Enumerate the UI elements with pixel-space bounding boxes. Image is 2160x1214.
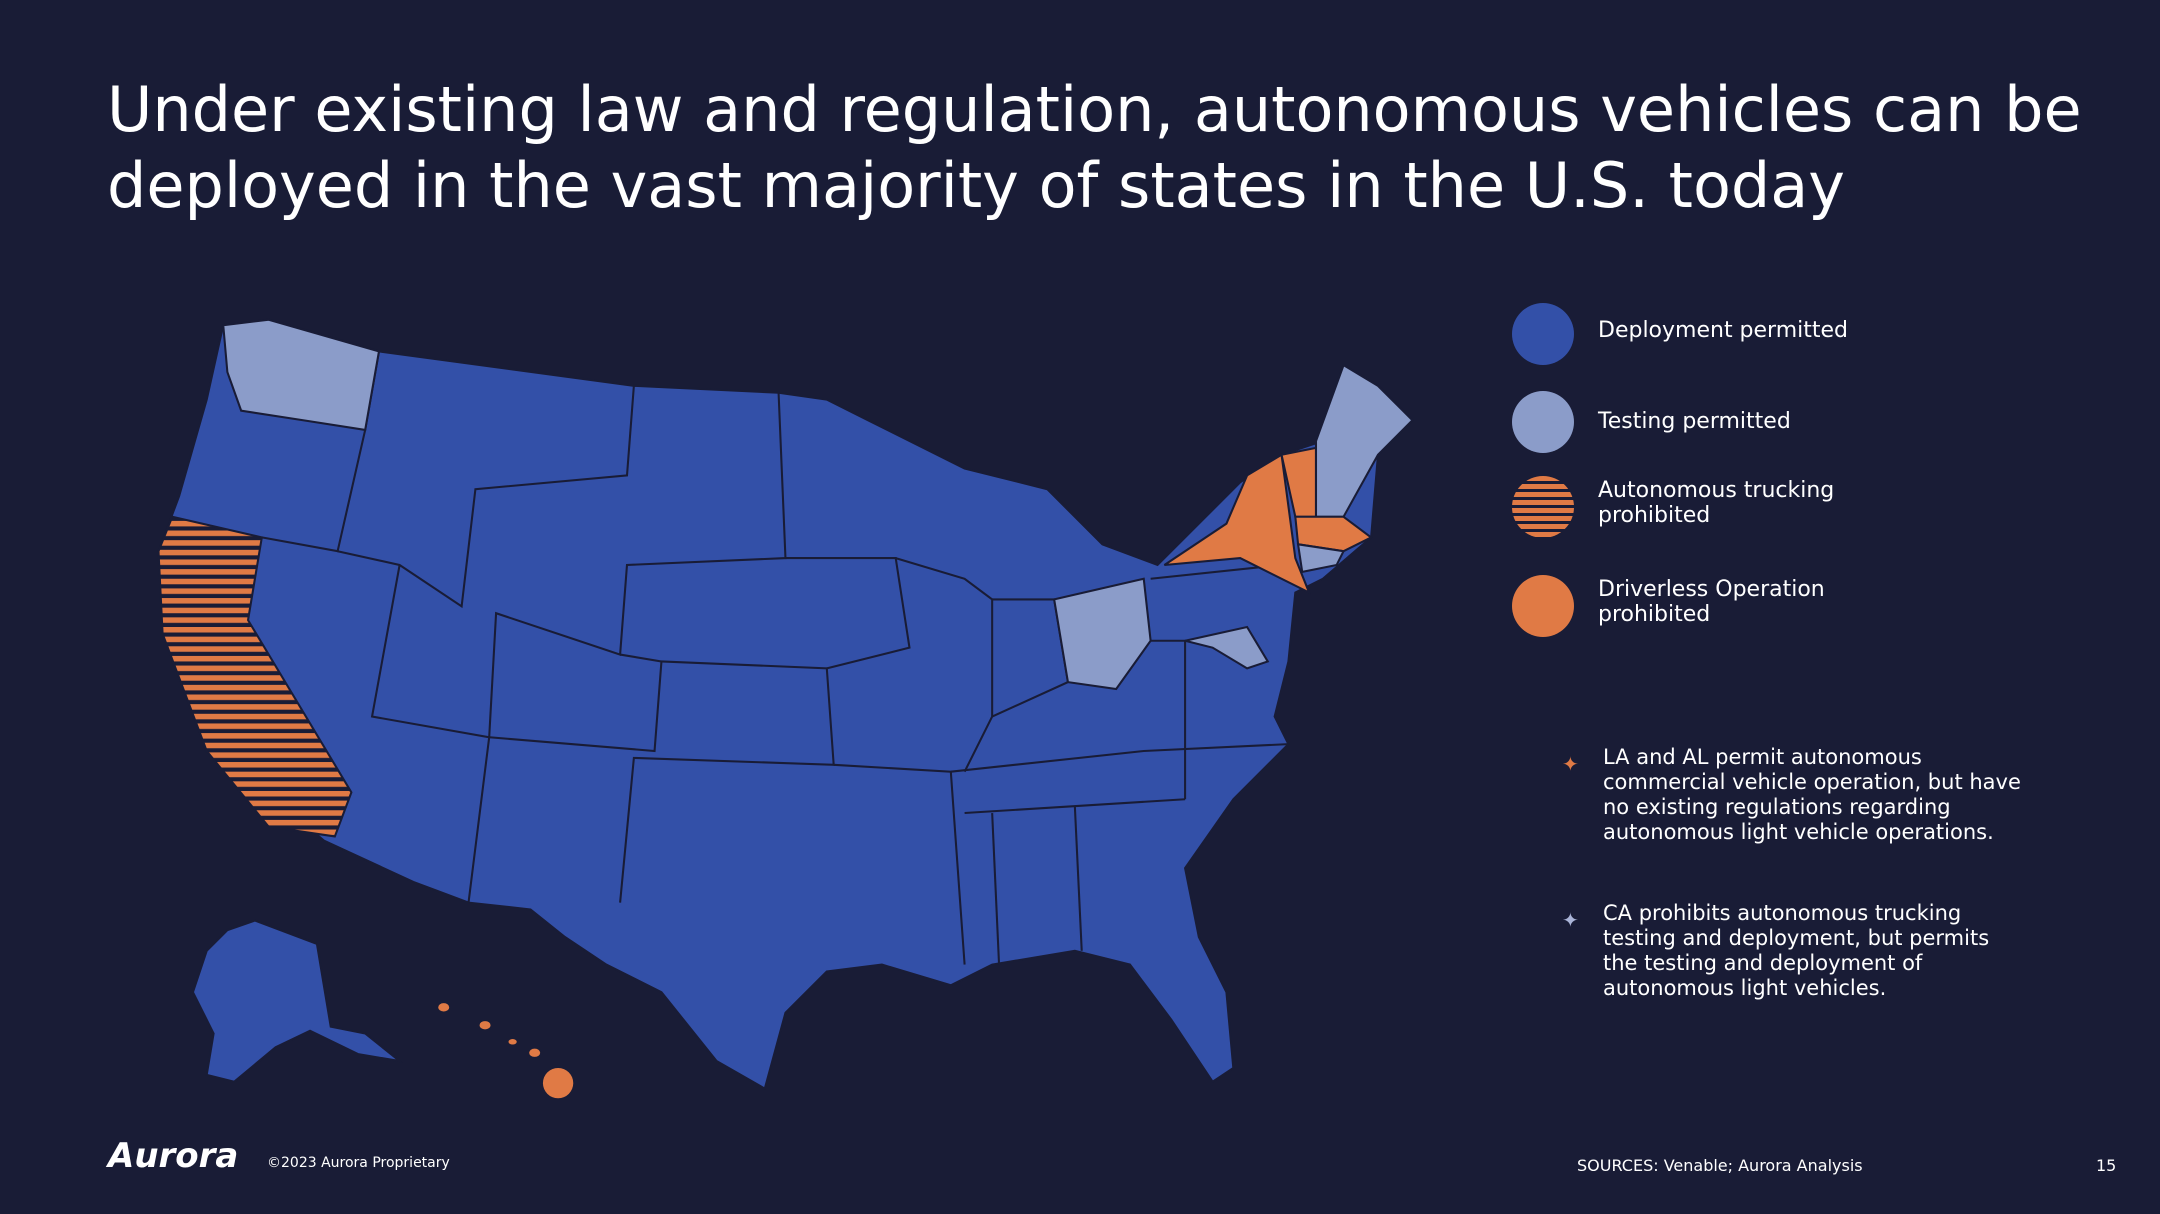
alaska bbox=[191, 919, 404, 1083]
massachusetts bbox=[1294, 515, 1374, 553]
slide-title: Under existing law and regulation, auton… bbox=[107, 73, 2082, 222]
sources: SOURCES: Venable; Aurora Analysis bbox=[1577, 1156, 1863, 1175]
legend-label: Deployment permitted bbox=[1598, 318, 1849, 343]
california bbox=[157, 515, 353, 838]
legend-label: Testing permitted bbox=[1598, 409, 1791, 434]
legend-swatch bbox=[1512, 476, 1574, 538]
legend-swatch bbox=[1512, 303, 1574, 365]
maryland bbox=[1184, 625, 1270, 670]
ohio bbox=[1052, 577, 1152, 691]
hawaii bbox=[438, 1003, 574, 1099]
copyright: ©2023 Aurora Proprietary bbox=[267, 1155, 450, 1171]
washington bbox=[222, 318, 381, 432]
note: LA and AL permit autonomous commercial v… bbox=[1603, 745, 2021, 844]
logo: Aurora bbox=[108, 1136, 239, 1176]
legend-swatch bbox=[1512, 391, 1574, 453]
legend-swatch bbox=[1512, 575, 1574, 637]
connecticut bbox=[1296, 543, 1346, 574]
new-york bbox=[1163, 453, 1312, 595]
note-marker: ✦ bbox=[1562, 752, 1579, 776]
note-marker: ✦ bbox=[1562, 908, 1579, 932]
contiguous-us bbox=[157, 318, 1414, 1091]
legend-label: Autonomous trucking prohibited bbox=[1598, 478, 1835, 528]
page-number: 15 bbox=[2096, 1156, 2117, 1175]
note: CA prohibits autonomous trucking testing… bbox=[1603, 901, 1990, 1000]
legend-label: Driverless Operation prohibited bbox=[1598, 577, 1825, 627]
state-borders bbox=[261, 351, 1289, 965]
